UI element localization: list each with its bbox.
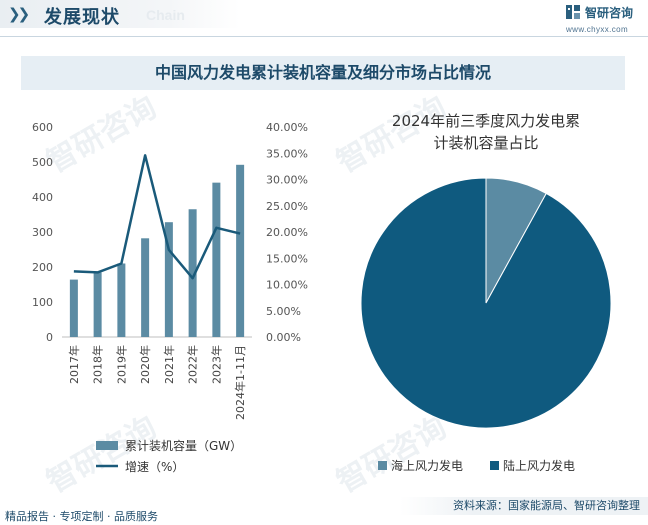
section-title: 发展现状 [44, 7, 120, 28]
footer-slogan: 精品报告 · 专项定制 · 品质服务 [5, 510, 158, 523]
x-tick-label: 2018年 [91, 345, 105, 384]
header-divider [0, 36, 648, 37]
pie-chart: 2024年前三季度风力发电累 计装机容量占比 海上风力发电 陆上风力发电 [360, 112, 612, 473]
bar [69, 279, 78, 337]
footer-source-bg: 资料来源：国家能源局、智研咨询整理 [400, 497, 648, 515]
legend-swatch-bar [96, 441, 118, 450]
header-bar [0, 0, 240, 28]
bar [164, 222, 173, 337]
legend-label-line: 增速（%） [125, 460, 184, 474]
y2-tick-label: 35.00% [266, 147, 308, 160]
y2-tick-label: 20.00% [266, 226, 308, 239]
chart-title-box: 中国风力发电累计装机容量及细分市场占比情况 [21, 56, 625, 90]
pie-title-line-1: 2024年前三季度风力发电累 [392, 112, 580, 130]
chart-title: 中国风力发电累计装机容量及细分市场占比情况 [154, 63, 491, 82]
pie-title-line-2: 计装机容量占比 [433, 134, 538, 152]
y-tick-label: 600 [32, 121, 53, 134]
header: ❯❯ 发展现状 Chain 智研咨询 www.chyxx.com [0, 0, 648, 34]
brand-name: 智研咨询 [585, 6, 634, 20]
pie-legend-label: 海上风力发电 [391, 458, 463, 473]
x-tick-label: 2021年 [162, 345, 176, 384]
brand-url: www.chyxx.com [566, 25, 629, 34]
legend-label-bar: 累计装机容量（GW） [125, 438, 242, 453]
y-tick-label: 300 [32, 226, 53, 239]
y-tick-label: 400 [32, 191, 53, 204]
y2-tick-label: 5.00% [266, 305, 301, 318]
pie-legend-label: 陆上风力发电 [503, 458, 575, 473]
bar [236, 164, 245, 337]
pie-legend-swatch [378, 461, 387, 470]
y2-tick-label: 10.00% [266, 279, 308, 292]
x-tick-label: 2022年 [186, 345, 200, 384]
bar [188, 209, 197, 337]
growth-line [73, 154, 241, 280]
section-title-en: Chain [146, 7, 185, 23]
y2-tick-label: 15.00% [266, 252, 308, 265]
x-tick-label: 2024年1-11月 [233, 345, 247, 420]
y-tick-label: 0 [46, 331, 53, 344]
bar [141, 238, 150, 337]
pie-legend-swatch [490, 461, 499, 470]
brand-logo-icon [566, 5, 580, 19]
x-tick-label: 2020年 [138, 345, 152, 384]
x-tick-label: 2019年 [114, 345, 128, 384]
y2-tick-label: 40.00% [266, 121, 308, 134]
y2-tick-label: 25.00% [266, 200, 308, 213]
x-tick-label: 2023年 [209, 345, 223, 384]
bar [212, 182, 221, 337]
pie-slice [360, 177, 612, 429]
bar [117, 263, 126, 337]
chevrons-icon: ❯❯ [8, 5, 30, 23]
y2-tick-label: 30.00% [266, 174, 308, 187]
combo-chart: 0 100 200 300 400 500 600 0.00% 5.00% 10.00% 15.00… [32, 121, 308, 474]
x-tick-label: 2017年 [67, 345, 81, 384]
bar [93, 272, 102, 337]
y-tick-label: 100 [32, 296, 53, 309]
y2-tick-label: 0.00% [266, 331, 301, 344]
y-tick-label: 200 [32, 261, 53, 274]
y-tick-label: 500 [32, 156, 53, 169]
footer-source: 资料来源：国家能源局、智研咨询整理 [453, 499, 640, 512]
